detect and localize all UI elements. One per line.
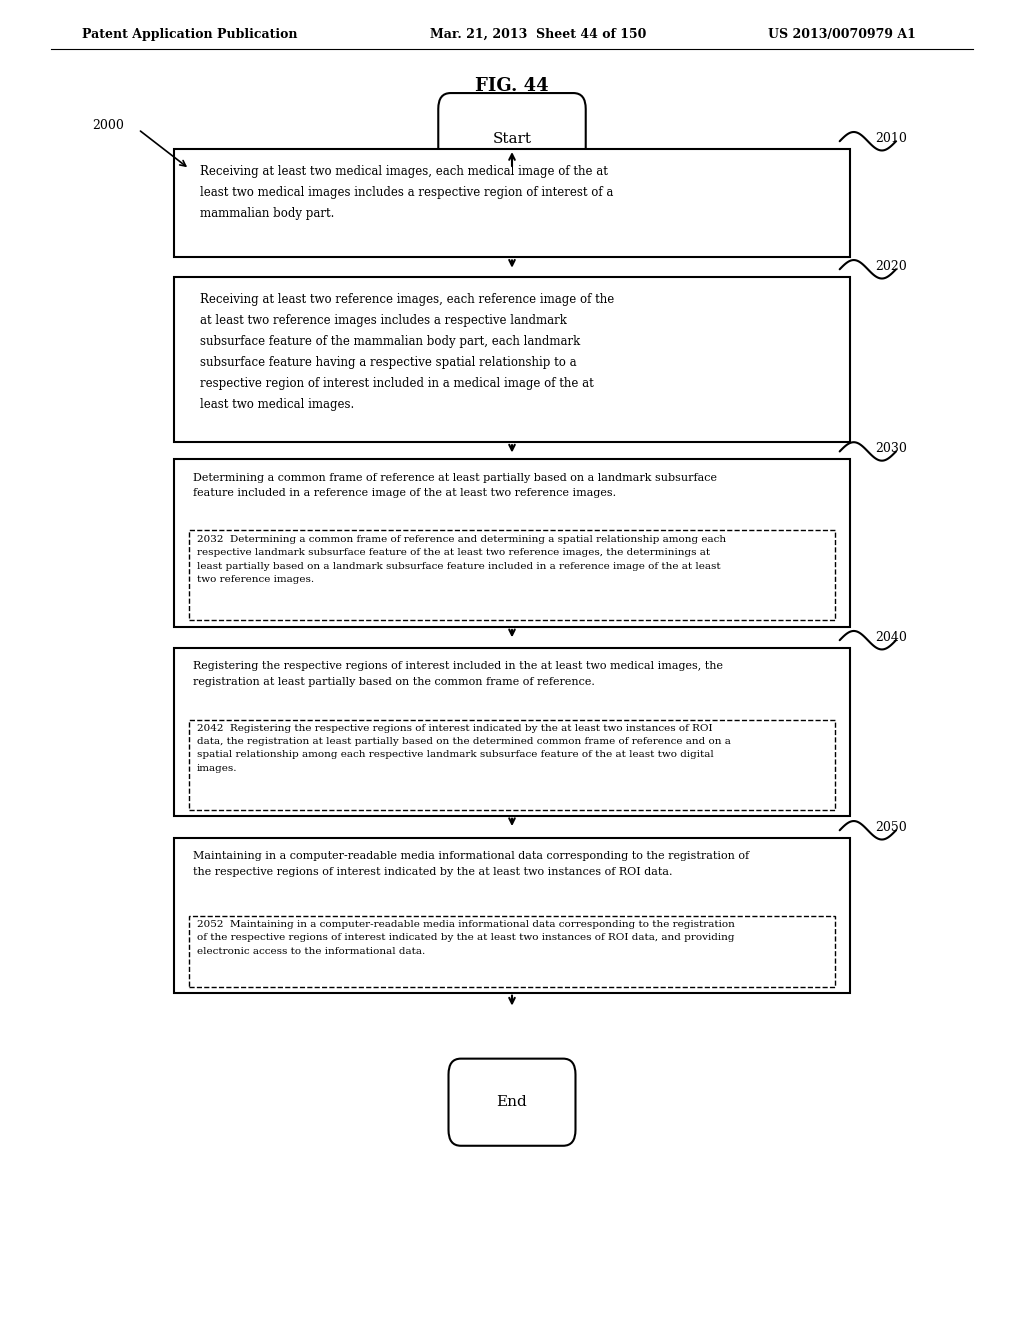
Bar bbox=[189, 529, 835, 620]
Bar bbox=[174, 459, 850, 627]
Text: 2020: 2020 bbox=[876, 260, 907, 273]
Text: FIG. 44: FIG. 44 bbox=[475, 77, 549, 95]
Text: US 2013/0070979 A1: US 2013/0070979 A1 bbox=[768, 28, 915, 41]
Text: Receiving at least two medical images, each medical image of the at
least two me: Receiving at least two medical images, e… bbox=[200, 165, 613, 220]
Bar bbox=[174, 648, 850, 816]
Bar bbox=[189, 916, 835, 987]
Text: Maintaining in a computer-readable media informational data corresponding to the: Maintaining in a computer-readable media… bbox=[193, 851, 749, 876]
Text: 2032  Determining a common frame of reference and determining a spatial relation: 2032 Determining a common frame of refer… bbox=[197, 535, 726, 583]
Text: Patent Application Publication: Patent Application Publication bbox=[82, 28, 297, 41]
Bar bbox=[174, 149, 850, 257]
Bar bbox=[174, 277, 850, 442]
Text: 2042  Registering the respective regions of interest indicated by the at least t: 2042 Registering the respective regions … bbox=[197, 723, 730, 772]
Text: 2040: 2040 bbox=[876, 631, 907, 644]
Text: Start: Start bbox=[493, 132, 531, 145]
Text: Mar. 21, 2013  Sheet 44 of 150: Mar. 21, 2013 Sheet 44 of 150 bbox=[430, 28, 646, 41]
Text: Receiving at least two reference images, each reference image of the
at least tw: Receiving at least two reference images,… bbox=[200, 293, 614, 411]
Text: Registering the respective regions of interest included in the at least two medi: Registering the respective regions of in… bbox=[193, 661, 723, 686]
FancyBboxPatch shape bbox=[449, 1059, 575, 1146]
Text: 2010: 2010 bbox=[876, 132, 907, 145]
Text: 2030: 2030 bbox=[876, 442, 907, 455]
Text: End: End bbox=[497, 1096, 527, 1109]
Bar bbox=[189, 719, 835, 810]
Text: 2052  Maintaining in a computer-readable media informational data corresponding : 2052 Maintaining in a computer-readable … bbox=[197, 920, 734, 956]
Text: Determining a common frame of reference at least partially based on a landmark s: Determining a common frame of reference … bbox=[193, 473, 717, 498]
Text: 2050: 2050 bbox=[876, 821, 907, 834]
Bar bbox=[174, 838, 850, 993]
FancyBboxPatch shape bbox=[438, 92, 586, 183]
Text: 2000: 2000 bbox=[92, 119, 124, 132]
